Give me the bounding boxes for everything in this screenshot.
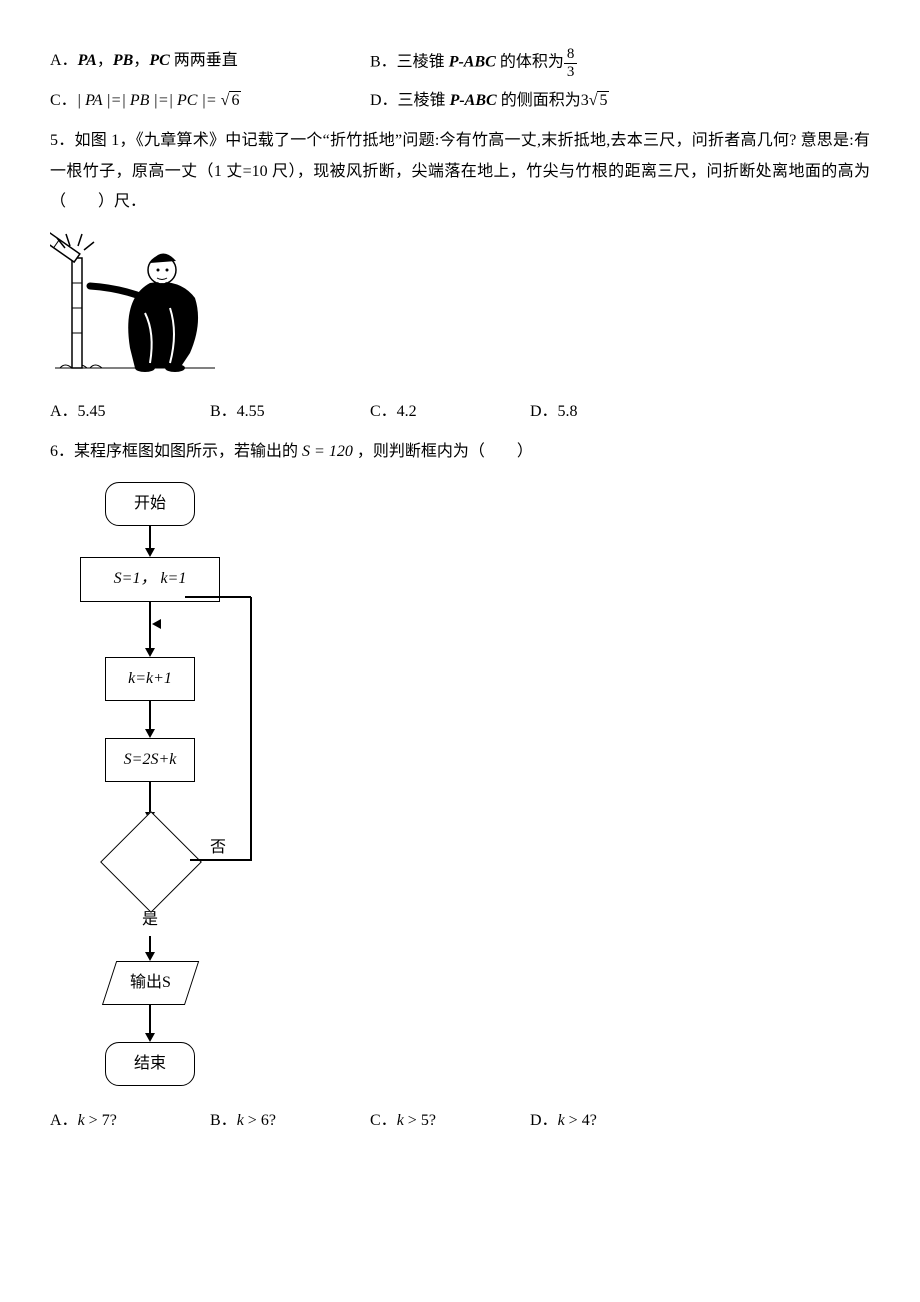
sqrt: 5 [589, 86, 610, 116]
q5-opt-a: A．5.45 [50, 397, 210, 427]
q6-opt-b: B．k > 6? [210, 1106, 370, 1136]
fc-line [149, 602, 151, 628]
q6-opt-d: D．k > 4? [530, 1106, 690, 1136]
fc-no-label: 否 [210, 833, 226, 863]
fc-line [149, 936, 151, 952]
fc-decision: 否 [95, 821, 205, 901]
q4-options-row1: A．PA，PB，PC 两两垂直 B．三棱锥 P-ABC 的体积为83 [50, 46, 870, 80]
fc-output: 输出S [101, 961, 198, 1005]
q5-illustration [50, 228, 870, 389]
arrow-down-icon [145, 1033, 155, 1042]
q6-options: A．k > 7? B．k > 6? C．k > 5? D．k > 4? [50, 1106, 870, 1136]
fc-line [149, 701, 151, 729]
fc-line [149, 526, 151, 548]
bamboo-scholar-icon [50, 228, 220, 378]
sqrt: 6 [221, 86, 242, 116]
arrow-down-icon [145, 729, 155, 738]
fc-init: S=1， k=1 [80, 557, 220, 601]
q6-opt-c: C．k > 5? [370, 1106, 530, 1136]
fc-end: 结束 [105, 1042, 195, 1086]
fc-line [149, 628, 151, 648]
q4-opt-b: B．三棱锥 P-ABC 的体积为83 [370, 46, 690, 80]
q6-opt-a: A．k > 7? [50, 1106, 210, 1136]
arrow-down-icon [145, 648, 155, 657]
fc-start: 开始 [105, 482, 195, 526]
fc-line [149, 1005, 151, 1033]
q5-options: A．5.45 B．4.55 C．4.2 D．5.8 [50, 397, 870, 427]
fc-line [149, 782, 151, 812]
q5-opt-c: C．4.2 [370, 397, 530, 427]
fc-step2: S=2S+k [105, 738, 195, 782]
q4-opt-a: A．PA，PB，PC 两两垂直 [50, 46, 370, 80]
q6-text: 6．某程序框图如图所示，若输出的 S = 120 ，则判断框内为（ ） [50, 437, 870, 467]
opt-label: A． [50, 52, 78, 69]
q5-text: 5．如图 1，《九章算术》中记载了一个“折竹抵地”问题:今有竹高一丈,末折抵地,… [50, 126, 870, 217]
q4-opt-c: C．| PA |=| PB |=| PC |= 6 [50, 86, 370, 116]
fraction: 83 [564, 46, 578, 80]
q6-flowchart: 开始 S=1， k=1 k=k+1 S=2S+k 否 是 输出S [60, 482, 870, 1087]
q4-options-row2: C．| PA |=| PB |=| PC |= 6 D．三棱锥 P-ABC 的侧… [50, 86, 870, 116]
arrow-down-icon [145, 548, 155, 557]
fc-step1: k=k+1 [105, 657, 195, 701]
q5-opt-d: D．5.8 [530, 397, 690, 427]
q4-opt-d: D．三棱锥 P-ABC 的侧面积为35 [370, 86, 609, 116]
q5-opt-b: B．4.55 [210, 397, 370, 427]
arrow-down-icon [145, 952, 155, 961]
opt-text: PA [78, 52, 97, 69]
